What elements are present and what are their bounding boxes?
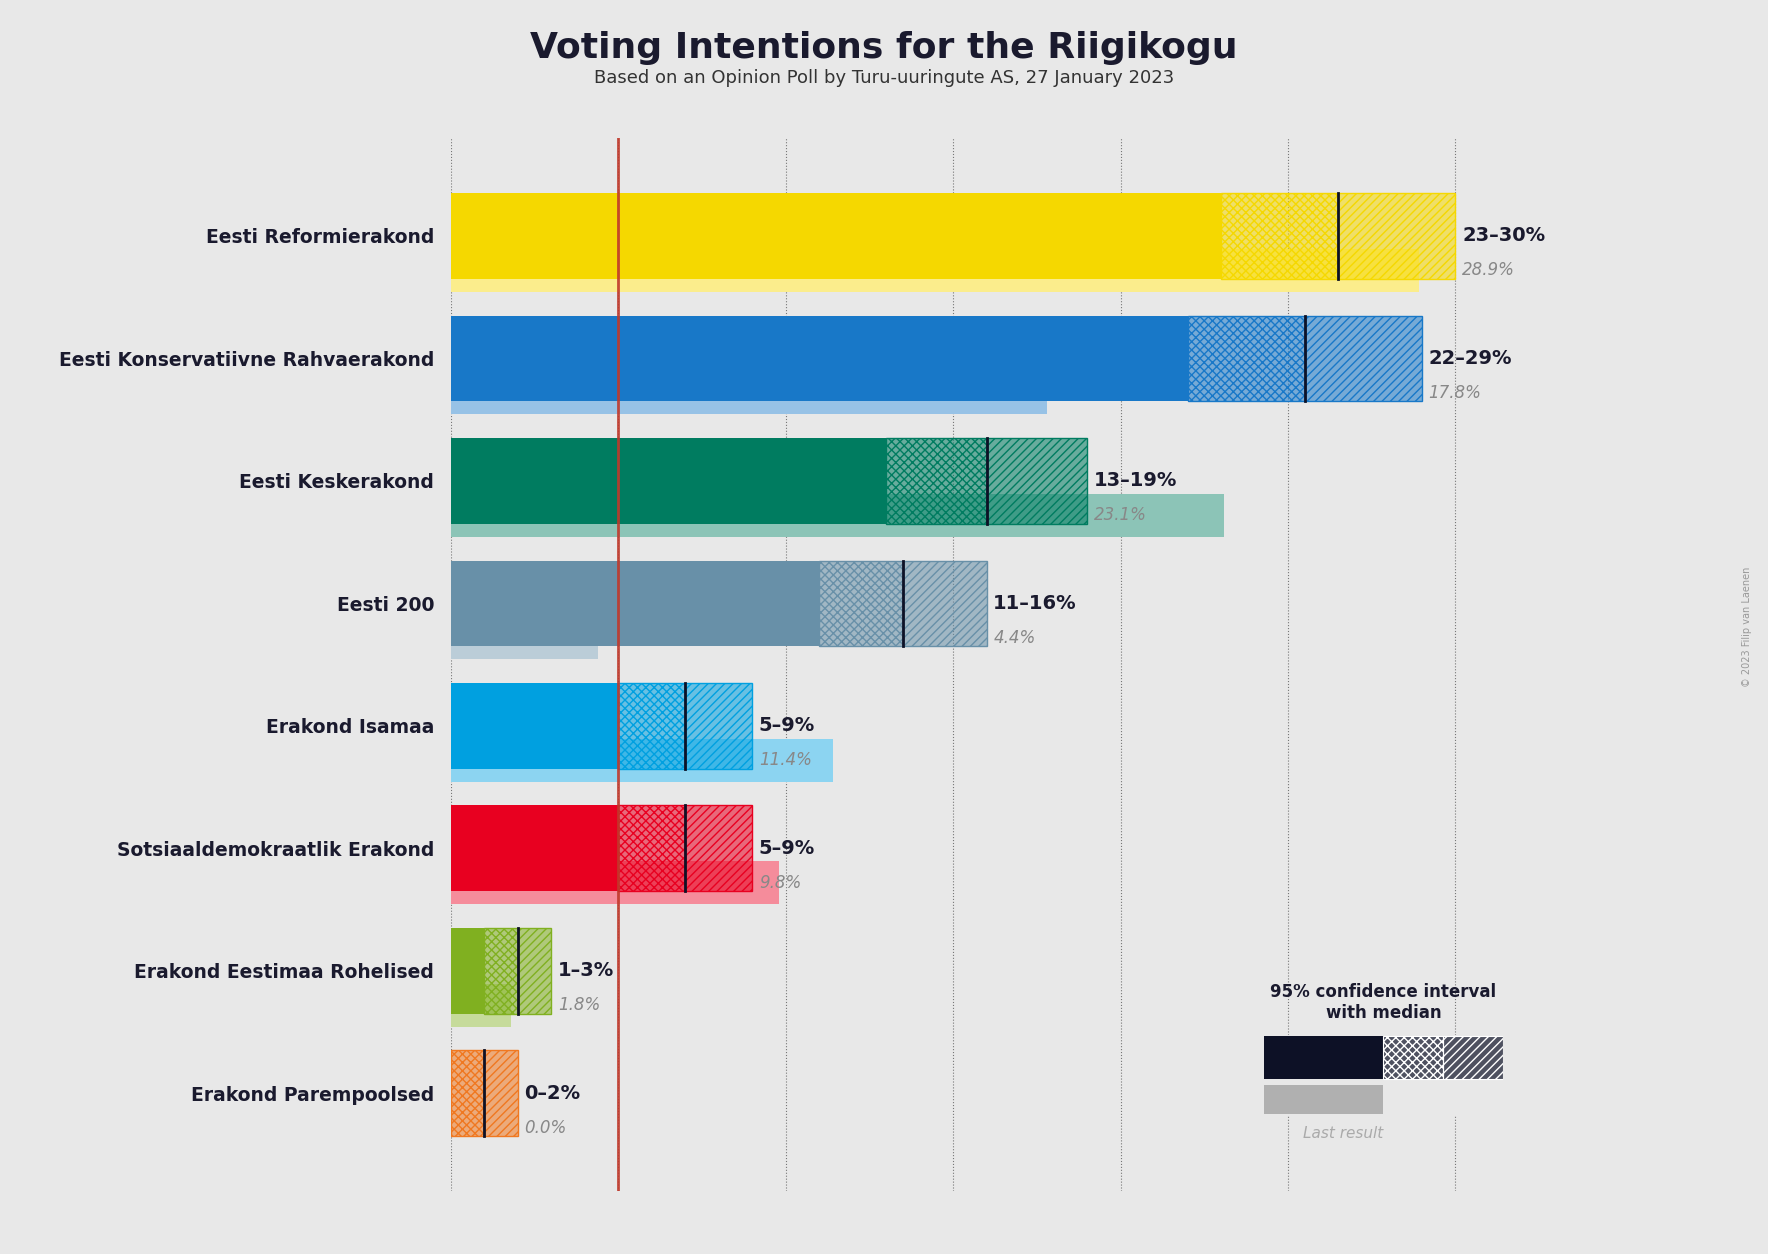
Bar: [451, 1051, 484, 1136]
Text: 28.9%: 28.9%: [1462, 261, 1515, 280]
Bar: [451, 316, 1188, 401]
Bar: [451, 1051, 484, 1136]
Bar: [903, 561, 987, 646]
Bar: [1305, 316, 1421, 401]
Bar: [619, 805, 686, 892]
Bar: [819, 561, 903, 646]
Text: © 2023 Filip van Laenen: © 2023 Filip van Laenen: [1741, 567, 1752, 687]
Bar: [451, 928, 484, 1013]
Text: 4.4%: 4.4%: [994, 628, 1036, 647]
Bar: [451, 438, 886, 524]
Bar: [484, 928, 518, 1013]
Text: 11–16%: 11–16%: [994, 594, 1077, 613]
Bar: [1264, 1086, 1384, 1114]
Bar: [484, 1051, 518, 1136]
Bar: [451, 739, 833, 781]
Bar: [451, 248, 1418, 292]
Bar: [886, 438, 987, 524]
Bar: [1188, 316, 1305, 401]
Bar: [484, 928, 518, 1013]
Bar: [1305, 316, 1421, 401]
Text: Based on an Opinion Poll by Turu-uuringute AS, 27 January 2023: Based on an Opinion Poll by Turu-uuringu…: [594, 69, 1174, 87]
Text: 22–29%: 22–29%: [1429, 349, 1512, 367]
Bar: [451, 805, 619, 892]
Bar: [451, 683, 619, 769]
Bar: [484, 1051, 518, 1136]
Bar: [451, 561, 819, 646]
Bar: [619, 683, 686, 769]
Bar: [686, 805, 751, 892]
Bar: [1188, 316, 1305, 401]
Text: Last result: Last result: [1303, 1126, 1383, 1141]
Bar: [619, 805, 686, 892]
Text: 23.1%: 23.1%: [1094, 507, 1147, 524]
Bar: [1264, 1036, 1384, 1078]
Bar: [451, 861, 780, 904]
Bar: [619, 683, 686, 769]
Bar: [1384, 1036, 1443, 1078]
Bar: [451, 616, 598, 660]
Bar: [1384, 1036, 1443, 1078]
Bar: [1338, 193, 1455, 278]
Text: 11.4%: 11.4%: [758, 751, 812, 769]
Text: 13–19%: 13–19%: [1094, 472, 1177, 490]
Text: 5–9%: 5–9%: [758, 839, 815, 858]
Text: 95% confidence interval
with median: 95% confidence interval with median: [1271, 983, 1496, 1022]
Text: 1.8%: 1.8%: [559, 996, 601, 1014]
Bar: [686, 683, 751, 769]
Bar: [1443, 1036, 1503, 1078]
Bar: [1222, 193, 1338, 278]
Bar: [451, 371, 1047, 414]
Bar: [451, 193, 1222, 278]
Text: 23–30%: 23–30%: [1462, 227, 1545, 246]
Text: 17.8%: 17.8%: [1429, 384, 1482, 401]
Text: Voting Intentions for the Riigikogu: Voting Intentions for the Riigikogu: [530, 31, 1238, 65]
Text: 9.8%: 9.8%: [758, 874, 801, 892]
Text: 0.0%: 0.0%: [525, 1119, 568, 1136]
Bar: [518, 928, 552, 1013]
Bar: [518, 928, 552, 1013]
Bar: [1222, 193, 1338, 278]
Text: 0–2%: 0–2%: [525, 1083, 580, 1102]
Bar: [1443, 1036, 1503, 1078]
Bar: [819, 561, 903, 646]
Bar: [987, 438, 1087, 524]
Bar: [886, 438, 987, 524]
Bar: [451, 494, 1225, 537]
Bar: [686, 683, 751, 769]
Text: 1–3%: 1–3%: [559, 962, 613, 981]
Bar: [987, 438, 1087, 524]
Text: 5–9%: 5–9%: [758, 716, 815, 735]
Bar: [1338, 193, 1455, 278]
Bar: [903, 561, 987, 646]
Bar: [451, 983, 511, 1027]
Bar: [686, 805, 751, 892]
